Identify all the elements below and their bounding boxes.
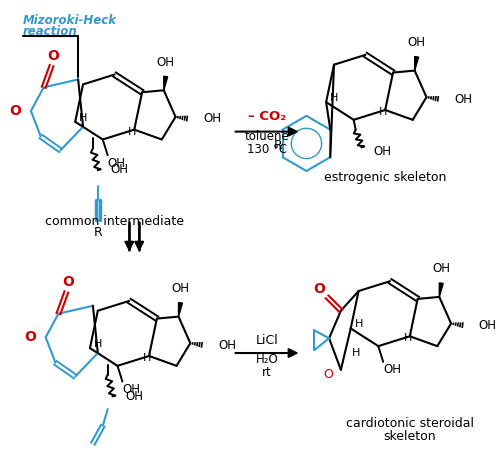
Polygon shape [164, 76, 168, 90]
Text: O: O [62, 275, 74, 289]
Text: OH: OH [110, 164, 128, 176]
Text: H: H [404, 333, 412, 343]
Text: OH: OH [172, 282, 190, 295]
Text: H₂O: H₂O [256, 353, 278, 366]
Text: H: H [79, 113, 88, 123]
Text: H: H [143, 353, 151, 363]
Text: OH: OH [408, 36, 426, 49]
Text: O: O [48, 49, 60, 63]
Text: Mizoroki-Heck: Mizoroki-Heck [23, 13, 117, 26]
Text: OH: OH [383, 363, 401, 376]
Text: OH: OH [218, 339, 236, 352]
Text: OH: OH [122, 383, 140, 396]
Text: OH: OH [432, 262, 450, 275]
Text: H: H [94, 339, 102, 349]
Text: 130 °C: 130 °C [247, 143, 287, 156]
Text: H: H [379, 107, 388, 117]
Text: common intermediate: common intermediate [45, 215, 184, 228]
Polygon shape [178, 303, 182, 316]
Text: R: R [94, 226, 102, 239]
Text: O: O [314, 282, 325, 296]
Text: OH: OH [374, 145, 392, 158]
Text: OH: OH [454, 93, 472, 106]
Polygon shape [414, 56, 418, 71]
Text: H: H [128, 127, 136, 137]
Text: reaction: reaction [23, 25, 78, 38]
Text: H: H [352, 348, 360, 358]
Text: O: O [9, 104, 21, 118]
Text: cardiotonic steroidal: cardiotonic steroidal [346, 417, 474, 430]
Text: OH: OH [203, 112, 221, 125]
Text: rt: rt [262, 366, 272, 379]
Text: O: O [24, 330, 36, 344]
Text: skeleton: skeleton [384, 430, 436, 443]
Text: OH: OH [108, 157, 126, 170]
Text: O: O [323, 368, 333, 381]
Text: H: H [330, 93, 338, 103]
Text: LiCl: LiCl [256, 334, 278, 346]
Text: toluene: toluene [244, 130, 290, 143]
Text: – CO₂: – CO₂ [248, 110, 286, 123]
Text: estrogenic skeleton: estrogenic skeleton [324, 171, 446, 184]
Text: OH: OH [478, 319, 496, 332]
Polygon shape [440, 283, 443, 297]
Text: H: H [354, 320, 363, 329]
Text: OH: OH [126, 390, 144, 403]
Text: R: R [274, 140, 282, 152]
Text: OH: OH [156, 55, 174, 69]
